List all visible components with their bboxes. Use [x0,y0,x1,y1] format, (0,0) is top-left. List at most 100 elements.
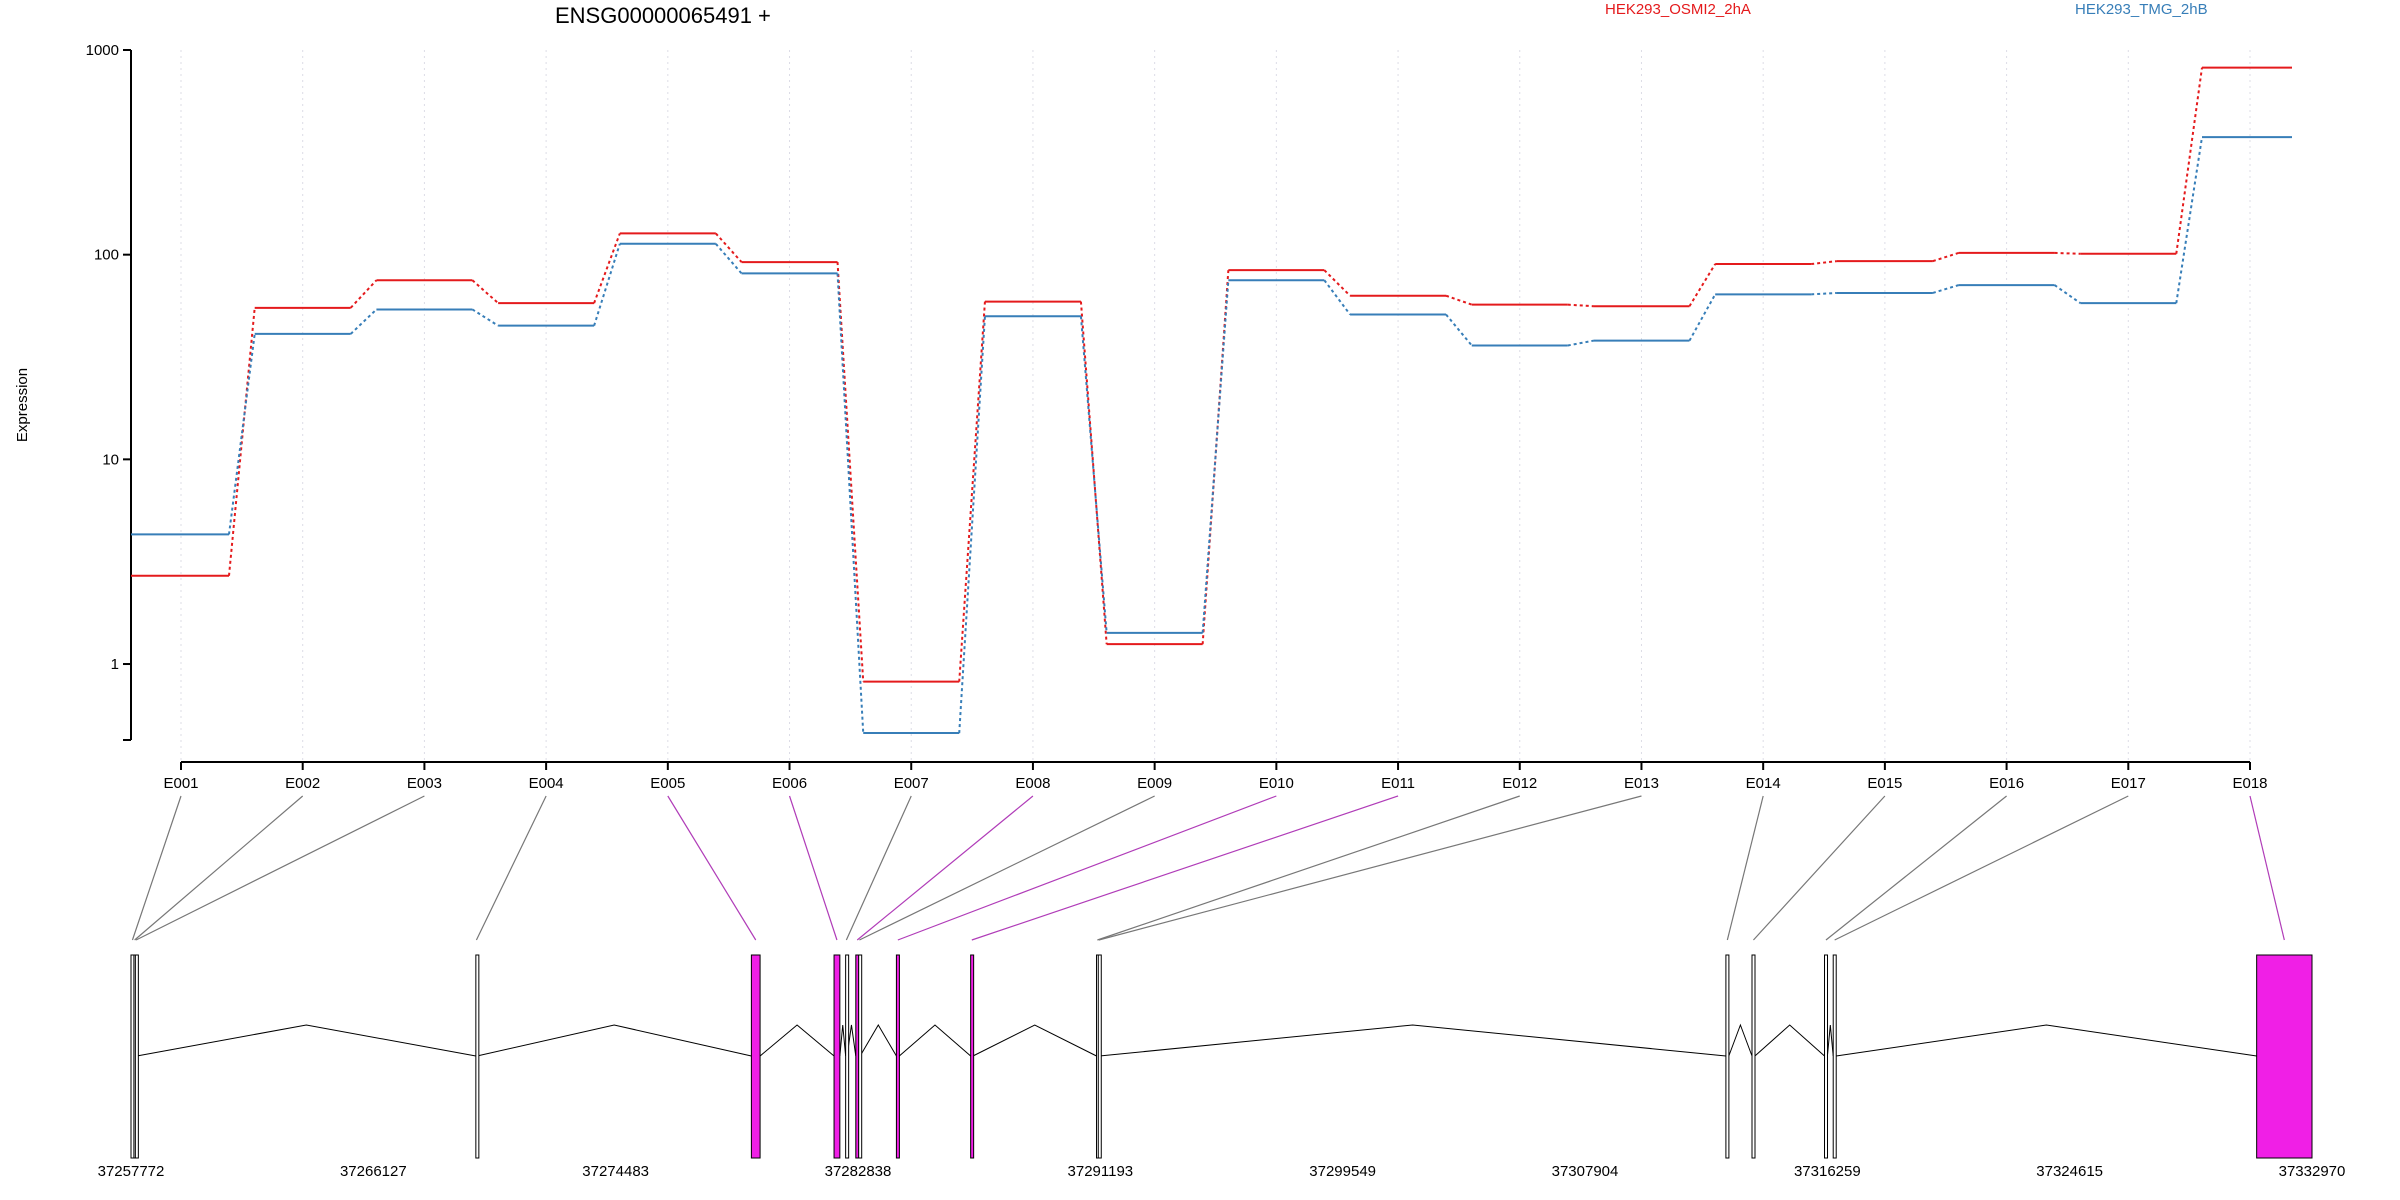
x-tick-label-e012: E012 [1502,775,1537,792]
x-tick-label-e004: E004 [529,775,564,792]
genomic-tick-label-5: 37291193 [1068,1163,1134,1180]
intron-3 [136,1024,476,1057]
intron-4 [476,1024,752,1057]
series-2-link-e015 [1932,284,1959,294]
intron-15 [1754,1024,1825,1057]
series-2-link-e006 [836,273,865,734]
exon-box-e009 [858,954,863,1159]
connector-e015 [1753,795,1886,941]
intron-10 [898,1024,971,1057]
series-1-link-e016 [2054,251,2081,255]
exon-connectors [131,795,2285,941]
series-1-link-e005 [715,232,743,263]
genomic-tick-label-4: 37282838 [825,1163,892,1180]
intron-11 [972,1024,1097,1057]
connector-e018 [2249,795,2285,941]
series-2-link-e009 [1201,280,1230,633]
exon-box-e017 [1832,954,1837,1159]
series-1-link-e014 [1811,260,1837,266]
series-2-link-e013 [1688,293,1717,342]
genomic-tick-label-10: 37332970 [2279,1163,2346,1180]
intron-9 [859,1024,897,1057]
y-tick-label-10: 10 [102,451,119,468]
x-tick-label-e003: E003 [407,775,442,792]
genomic-tick-label-9: 37324615 [2036,1163,2103,1180]
connector-e014 [1726,795,1764,941]
series-1 [131,66,2292,683]
series-1-link-e013 [1688,263,1717,307]
series-1-link-e002 [349,279,378,309]
intron-17 [1836,1024,2257,1057]
series-1-link-e007 [958,301,986,682]
series-1-link-e004 [593,233,621,304]
exon-box-e004 [475,954,480,1159]
intron-14 [1728,1023,1753,1057]
series-lines [131,66,2292,735]
series-2-link-e003 [471,308,499,327]
exon-box-e011 [970,954,975,1159]
x-tick-label-e002: E002 [285,775,320,792]
series-2-link-e002 [350,308,378,335]
series-1-link-e003 [471,279,499,304]
series-2-link-e001 [228,333,256,535]
y-axis-label: Expression [14,368,31,442]
series-2-link-e007 [958,316,986,734]
y-tick-label-100: 100 [94,247,119,264]
series-1-link-e006 [836,262,865,682]
x-tick-label-e011: E011 [1381,775,1415,792]
connector-e011 [971,795,1399,941]
connector-e008 [856,795,1034,941]
connector-e012 [1097,795,1520,941]
x-tick-label-e006: E006 [772,775,807,792]
exon-box-e003 [134,954,139,1159]
series-2-link-e005 [715,243,743,275]
connector-e009 [859,795,1155,941]
exon-box-e006 [833,954,841,1159]
connector-e001 [131,795,182,941]
connector-e003 [135,795,425,941]
series-2-link-e014 [1811,291,1837,296]
series-1-link-e001 [228,307,256,576]
connector-e004 [475,795,547,941]
series-2-link-e016 [2054,284,2081,304]
intron-16 [1826,1024,1834,1057]
series-2-link-e012 [1567,339,1594,347]
x-tick-label-e001: E001 [163,775,198,792]
series-1-link-e015 [1932,251,1959,263]
exon-box-e018 [2256,954,2313,1159]
x-tick-label-e008: E008 [1015,775,1050,792]
exon-box-e014 [1725,954,1730,1159]
series-2-link-e017 [2175,137,2203,304]
series-1-link-e010 [1323,269,1351,297]
series-2 [131,136,2292,735]
y-tick-label-1: 1 [111,656,119,673]
series-2-link-e010 [1323,279,1351,316]
genomic-tick-label-7: 37307904 [1552,1163,1619,1180]
x-tick-label-e018: E018 [2232,775,2267,792]
connector-e013 [1098,795,1642,941]
series-2-link-e008 [1079,316,1108,633]
connector-e016 [1825,795,2007,941]
exon-box-e007 [845,954,850,1159]
exon-box-e016 [1824,954,1829,1159]
x-tick-label-e014: E014 [1746,775,1781,792]
genomic-tick-label-1: 37257772 [98,1163,165,1180]
x-tick-label-e016: E016 [1989,775,2024,792]
x-tick-label-e010: E010 [1259,775,1294,792]
intron-13 [1099,1024,1726,1057]
genomic-tick-label-8: 37316259 [1794,1163,1861,1180]
legend-series-2: HEK293_TMG_2hB [2075,1,2208,18]
axes: 1000 100 10 1 E001 E002 E003 E004 E005 E006 E007 E0… [86,42,2268,792]
genomic-tick-label-2: 37266127 [340,1163,407,1180]
x-tick-label-e005: E005 [650,775,685,792]
y-tick-label-1000: 1000 [86,42,119,59]
series-1-link-e011 [1445,294,1473,306]
grid-lines [180,50,2251,762]
legend-series-1: HEK293_OSMI2_2hA [1605,1,1751,18]
x-tick-label-e015: E015 [1867,775,1902,792]
connector-e002 [134,795,304,941]
connector-e017 [1834,795,2129,941]
series-2-link-e004 [593,243,621,326]
x-tick-label-e009: E009 [1137,775,1172,792]
